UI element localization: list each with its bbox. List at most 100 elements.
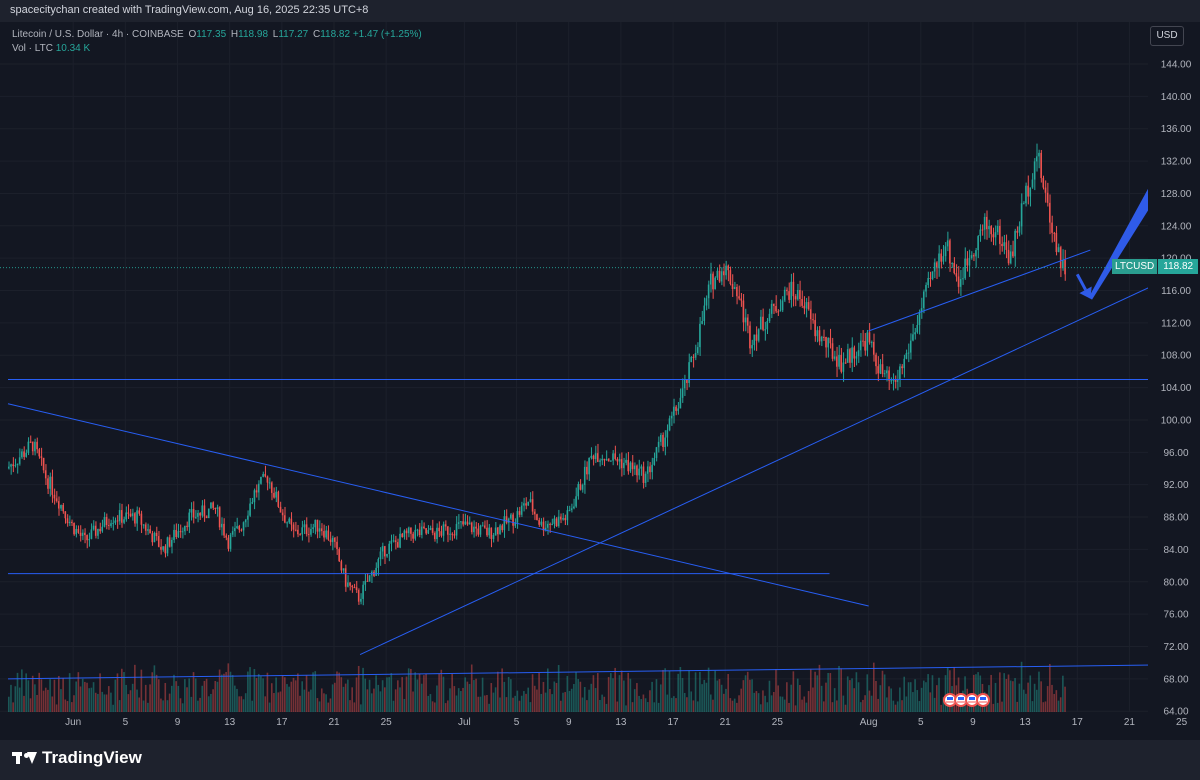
price-axis[interactable]: 144.00140.00136.00132.00128.00124.00120.… — [1148, 22, 1200, 740]
candle-body — [203, 505, 206, 517]
volume-bar — [175, 681, 177, 712]
volume-bar — [129, 690, 132, 712]
candle-body — [438, 527, 440, 532]
event-flags[interactable] — [943, 693, 990, 707]
candle-body — [1001, 243, 1003, 247]
volume-bar — [736, 702, 738, 712]
chart-area[interactable]: 144.00140.00136.00132.00128.00124.00120.… — [0, 22, 1200, 740]
volume-bar — [284, 677, 286, 712]
candle-body — [49, 476, 51, 489]
candle-body — [73, 522, 75, 535]
candle-body — [301, 527, 303, 535]
volume-bar — [503, 681, 506, 712]
volume-bar — [868, 690, 871, 712]
volume-bar — [160, 698, 162, 712]
volume-bar — [286, 684, 288, 712]
volume-bar — [916, 690, 919, 712]
candle-body — [881, 364, 884, 374]
candle-body — [160, 546, 162, 550]
candle-body — [986, 216, 988, 230]
candle-body — [136, 510, 138, 524]
candle-body — [338, 549, 340, 562]
volume-bar — [827, 672, 829, 712]
volume-bar — [466, 681, 469, 712]
volume-bar — [414, 672, 417, 712]
volume-bar — [725, 688, 727, 712]
volume-bar — [992, 703, 995, 712]
volume-bar — [177, 685, 180, 712]
candle-body — [675, 406, 677, 411]
candle-body — [775, 306, 777, 312]
candle-body — [994, 232, 997, 238]
volume-bar — [64, 699, 67, 712]
candle-body — [966, 258, 969, 266]
volume-bar — [292, 677, 295, 712]
volume-bar — [157, 679, 160, 712]
candle-body — [229, 534, 232, 549]
volume-bar — [703, 679, 706, 712]
volume-bar — [749, 679, 751, 712]
volume-bar — [796, 678, 799, 712]
candle-body — [210, 502, 212, 509]
volume-bar — [203, 680, 206, 712]
volume-bar — [127, 694, 130, 712]
candle-body — [264, 474, 267, 477]
volume-bar — [616, 701, 619, 712]
tradingview-brand[interactable]: TradingView — [12, 748, 142, 768]
candle-body — [79, 532, 82, 536]
volume-bar — [723, 693, 725, 712]
volume-bar — [138, 697, 140, 712]
volume-bar — [88, 688, 91, 712]
candle-body — [1053, 232, 1055, 234]
candle-body — [166, 537, 169, 554]
volume-bar — [223, 673, 225, 712]
candle-body — [614, 453, 616, 459]
y-tick-label: 144.00 — [1161, 60, 1192, 71]
volume-bar — [714, 670, 716, 712]
volume-bar — [625, 705, 627, 712]
volume-bar — [244, 693, 247, 712]
volume-bar — [262, 678, 264, 712]
volume-bar — [234, 685, 236, 712]
volume-bar — [353, 702, 356, 712]
candle-body — [564, 518, 566, 521]
y-tick-label: 84.00 — [1163, 545, 1188, 556]
candle-body — [99, 528, 101, 532]
candle-body — [403, 530, 406, 538]
candle-body — [466, 521, 469, 525]
volume-bar — [212, 689, 214, 712]
candle-body — [392, 540, 395, 542]
candle-body — [131, 513, 134, 517]
symbol-title: Litecoin / U.S. Dollar · 4h · COINBASE — [12, 29, 184, 40]
time-axis[interactable]: Jun5913172125Jul5913172125Aug5913172125S… — [65, 717, 1200, 728]
volume-bar — [564, 692, 566, 712]
volume-bar — [803, 696, 806, 712]
volume-bar — [512, 697, 514, 712]
volume-bar — [1018, 683, 1021, 712]
candle-body — [429, 527, 432, 531]
candle-body — [475, 526, 477, 529]
candle-body — [909, 340, 912, 353]
y-tick-label: 88.00 — [1163, 513, 1188, 524]
price-chart[interactable]: 144.00140.00136.00132.00128.00124.00120.… — [0, 22, 1200, 740]
candle-body — [949, 240, 951, 264]
volume-bar — [664, 668, 666, 712]
candle-body — [423, 526, 425, 529]
volume-bar — [683, 692, 686, 712]
volume-bar — [264, 696, 267, 712]
candle-body — [540, 521, 543, 525]
candle-body — [168, 537, 171, 547]
volume-bar — [360, 704, 362, 712]
volume-bar — [890, 688, 892, 712]
volume-bar — [110, 692, 112, 712]
volume-bar — [118, 700, 121, 712]
volume-bar — [844, 704, 847, 712]
currency-button[interactable]: USD — [1150, 26, 1184, 46]
volume-bar — [184, 679, 186, 712]
volume-bar — [514, 695, 516, 712]
candle-body — [886, 370, 888, 374]
volume-bar — [116, 673, 119, 712]
candle-body — [412, 533, 414, 539]
volume-bar — [86, 682, 88, 712]
candle-body — [18, 457, 21, 464]
